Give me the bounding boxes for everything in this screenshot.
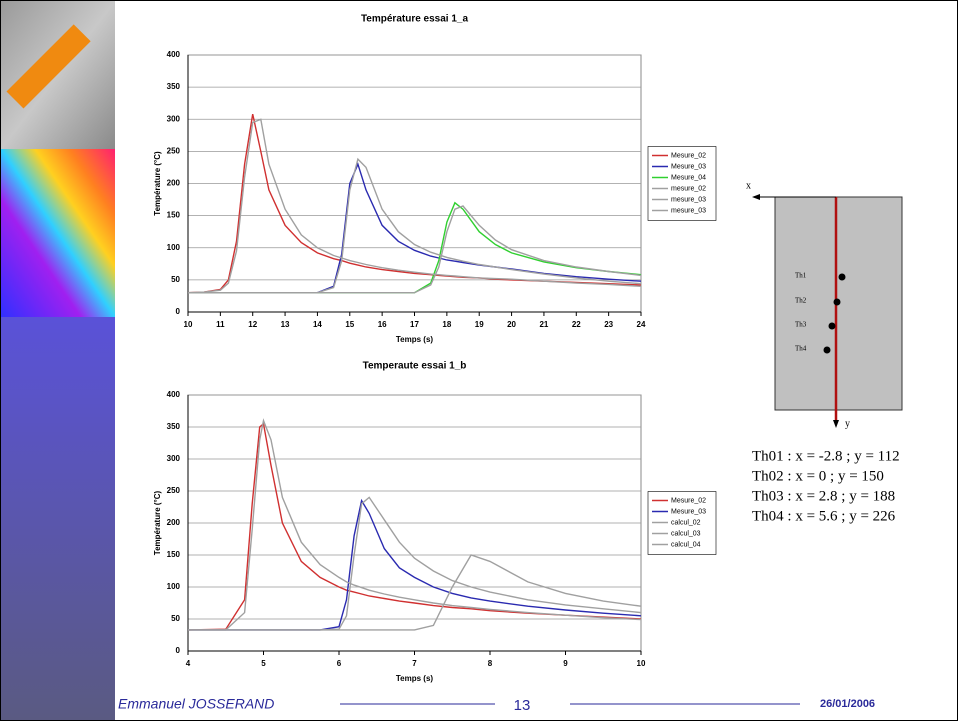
series-line — [188, 418, 642, 631]
legend-label: Mesure_04 — [671, 174, 706, 181]
legend-label: calcul_02 — [671, 519, 701, 526]
x-tick-label: 12 — [248, 320, 257, 329]
legend-label: calcul_03 — [671, 530, 701, 537]
x-tick-label: 11 — [216, 320, 225, 329]
date: 26/01/2006 — [820, 698, 875, 710]
coordinate: Th04 : x = 5.6 ; y = 226 — [752, 508, 896, 524]
sidebar-map — [1, 149, 115, 317]
x-tick-label: 4 — [186, 659, 191, 668]
y-tick-label: 250 — [167, 486, 181, 495]
x-tick-label: 15 — [345, 320, 354, 329]
y-tick-label: 200 — [167, 179, 181, 188]
page-number: 13 — [514, 697, 531, 714]
x-arrowhead — [752, 194, 760, 200]
x-tick-label: 21 — [539, 320, 548, 329]
y-axis-title: Température (°C) — [153, 151, 162, 216]
x-tick-label: 19 — [475, 320, 484, 329]
diagram: x y Th1 Th2 Th3 Th4 Th01 : x = -2.8 ; y … — [746, 180, 903, 524]
x-tick-label: 10 — [184, 320, 193, 329]
charts: Température essai 1_a Temps (s) Températur… — [153, 14, 717, 683]
line-chart: Temperaute essai 1_b Temps (s) Température… — [153, 361, 717, 683]
y-tick-label: 250 — [167, 146, 181, 155]
y-tick-label: 50 — [171, 614, 180, 623]
y-axis-label: y — [845, 418, 850, 429]
y-tick-label: 100 — [167, 582, 181, 591]
x-axis-label: x — [746, 180, 751, 191]
x-tick-label: 22 — [572, 320, 581, 329]
legend-label: calcul_04 — [671, 541, 701, 548]
series-line — [187, 118, 642, 294]
line-chart: Température essai 1_a Temps (s) Températur… — [153, 14, 717, 344]
legend-label: Mesure_02 — [671, 497, 706, 504]
probe-label: Th3 — [795, 321, 807, 329]
x-tick-label: 5 — [261, 659, 266, 668]
coordinate: Th01 : x = -2.8 ; y = 112 — [752, 448, 900, 464]
sidebar-photo — [1, 1, 115, 149]
y-axis-title: Température (°C) — [153, 490, 162, 555]
probe-dot — [828, 322, 836, 330]
logo-mark — [6, 24, 91, 109]
y-tick-label: 100 — [167, 243, 181, 252]
x-tick-label: 13 — [281, 320, 290, 329]
probe-label: Th2 — [795, 297, 807, 305]
y-tick-label: 300 — [167, 454, 181, 463]
y-tick-label: 400 — [167, 390, 181, 399]
legend — [647, 146, 717, 221]
x-tick-label: 10 — [637, 659, 646, 668]
probe-dot — [823, 346, 831, 354]
y-tick-label: 50 — [171, 275, 180, 284]
y-tick-label: 150 — [167, 211, 181, 220]
y-tick-label: 150 — [167, 550, 181, 559]
legend-label: Mesure_03 — [671, 508, 706, 515]
x-tick-label: 24 — [637, 320, 646, 329]
probe-label: Th1 — [795, 272, 807, 280]
x-tick-label: 14 — [313, 320, 322, 329]
legend-label: Mesure_02 — [671, 152, 706, 159]
x-axis-title: Temps (s) — [396, 674, 434, 683]
y-tick-label: 350 — [167, 422, 181, 431]
y-tick-label: 300 — [167, 114, 181, 123]
y-arrowhead — [833, 420, 839, 428]
author: Emmanuel JOSSERAND — [118, 696, 274, 712]
chart-title: Température essai 1_a — [361, 14, 469, 25]
y-tick-label: 0 — [176, 307, 181, 316]
probe-label: Th4 — [795, 345, 807, 353]
logo — [6, 24, 91, 109]
probe-dot — [838, 273, 846, 281]
x-tick-label: 8 — [488, 659, 493, 668]
legend-label: mesure_03 — [671, 207, 706, 214]
x-tick-label: 16 — [378, 320, 387, 329]
y-tick-label: 200 — [167, 518, 181, 527]
footer: Emmanuel JOSSERAND 13 26/01/2006 — [118, 696, 875, 714]
x-tick-label: 20 — [507, 320, 516, 329]
x-tick-label: 18 — [442, 320, 451, 329]
probe-dot — [833, 298, 841, 306]
legend-label: mesure_02 — [671, 185, 706, 192]
x-tick-label: 9 — [563, 659, 568, 668]
coordinate: Th03 : x = 2.8 ; y = 188 — [752, 488, 895, 504]
x-tick-label: 23 — [604, 320, 613, 329]
y-tick-label: 0 — [176, 646, 181, 655]
legend-label: mesure_03 — [671, 196, 706, 203]
chart-title: Temperaute essai 1_b — [363, 361, 467, 372]
x-tick-label: 6 — [337, 659, 342, 668]
x-tick-label: 7 — [412, 659, 417, 668]
sidebar — [1, 317, 115, 720]
coordinate: Th02 : x = 0 ; y = 150 — [752, 468, 884, 484]
series-line — [188, 554, 642, 631]
series-line — [187, 422, 642, 631]
y-tick-label: 350 — [167, 82, 181, 91]
legend-label: Mesure_03 — [671, 163, 706, 170]
x-tick-label: 17 — [410, 320, 419, 329]
series-line — [188, 205, 642, 294]
x-axis-title: Temps (s) — [396, 335, 434, 344]
y-tick-label: 400 — [167, 50, 181, 59]
